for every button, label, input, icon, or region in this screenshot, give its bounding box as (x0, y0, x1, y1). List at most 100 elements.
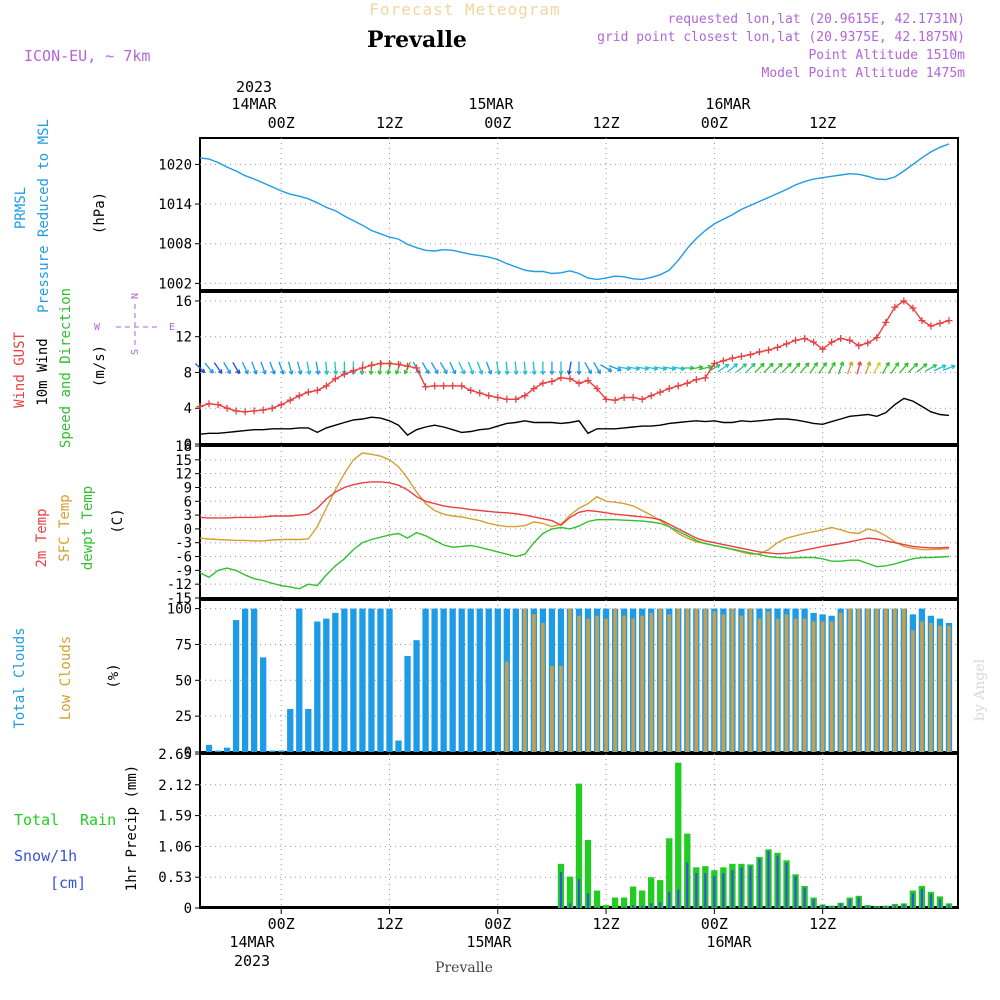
y-tick-label: -3 (175, 536, 192, 552)
y-tick-label: 12 (175, 467, 192, 483)
gust-markers (196, 297, 953, 416)
gust-marker (322, 382, 330, 390)
low-cloud-bar (505, 661, 509, 752)
low-cloud-bar (938, 625, 942, 752)
rain-bar (611, 897, 619, 908)
low-cloud-bar (802, 618, 807, 752)
wind-arrow (736, 363, 748, 373)
snow-bar (586, 893, 590, 908)
wind-arrow (717, 363, 730, 373)
gust-marker (268, 404, 276, 412)
wind-arrow (439, 362, 448, 375)
total-cloud-bar (431, 608, 438, 752)
total-cloud-bar (449, 608, 456, 752)
low-cloud-bar (739, 615, 744, 752)
gust-marker (918, 317, 926, 325)
gust-marker (449, 382, 457, 390)
wind-arrow (745, 362, 756, 374)
wind-arrow (204, 362, 214, 374)
low-cloud-bar (559, 665, 563, 752)
low-cloud-bar (775, 618, 780, 752)
low-cloud-bar (847, 608, 852, 752)
wind-arrow (232, 362, 240, 375)
wind-arrow (864, 361, 872, 375)
gust-marker (539, 379, 547, 387)
gust-marker (349, 367, 357, 375)
low-cloud-bar (784, 614, 789, 752)
low-cloud-bar (811, 621, 816, 752)
p4-label-total: Total Clouds (12, 627, 28, 728)
prmsl-line (199, 143, 950, 281)
snow-bar (785, 862, 788, 908)
bottom-time-tick: 00Z (484, 915, 511, 933)
gust-marker (467, 386, 475, 394)
gust-marker (440, 382, 448, 390)
y-tick-label: 1.59 (158, 809, 192, 825)
wind-arrow (763, 362, 774, 374)
p3-label-sfc: SFC Temp (57, 494, 73, 561)
gust-marker (719, 357, 727, 365)
gust-marker (755, 348, 763, 356)
low-cloud-bar (865, 608, 870, 752)
gust-marker (548, 377, 556, 385)
snow-bar (848, 899, 851, 908)
wind-arrow (296, 361, 303, 375)
p5-label-snow: Snow/1h (14, 847, 77, 865)
rain-bar (666, 838, 673, 908)
total-cloud-bar (323, 618, 330, 752)
rain-bar (657, 880, 664, 908)
gust-marker (900, 297, 908, 305)
gust-marker (386, 360, 393, 368)
gust-marker (765, 346, 772, 354)
gust-marker (340, 370, 348, 378)
location-title: Prevalle (367, 27, 467, 53)
y-tick-label: 18 (175, 439, 192, 455)
wind-arrow (916, 363, 928, 373)
gust-marker (494, 394, 502, 402)
gridpoint-coords: grid point closest lon,lat (20.9375E, 42… (597, 30, 965, 45)
wind-arrow (856, 361, 862, 375)
total-cloud-bar (377, 608, 384, 752)
wind-arrow (600, 364, 613, 372)
wind-arrow (549, 361, 555, 375)
dewpt-line (199, 519, 950, 590)
low-cloud-bar (595, 615, 599, 752)
low-cloud-bar (631, 618, 635, 752)
gust-marker (801, 334, 809, 342)
gust-marker (304, 388, 312, 396)
p1-label-unit: (hPa) (92, 192, 108, 234)
low-cloud-bar (622, 615, 626, 752)
snow-bar (893, 905, 896, 908)
wind-arrow (899, 362, 909, 374)
wind-arrow (194, 362, 206, 374)
wind-arrow (540, 361, 546, 375)
p2-label-speed: Speed and Direction (58, 288, 74, 448)
gust-marker (864, 339, 872, 347)
gust-marker (503, 395, 511, 403)
wind-arrow (306, 361, 312, 375)
total-cloud-bar (485, 608, 492, 752)
snow-bar (902, 904, 905, 908)
gust-marker (566, 375, 574, 383)
gust-marker (557, 374, 565, 382)
gust-marker (891, 303, 899, 311)
snow-bar (884, 906, 887, 908)
snow-bar (857, 897, 860, 908)
snow-bar (641, 905, 644, 908)
y-tick-label: 2.65 (158, 747, 192, 763)
y-tick-label: 0 (184, 745, 192, 761)
total-cloud-bar (250, 608, 258, 752)
y-tick-label: 0.53 (158, 870, 192, 886)
low-cloud-bar (911, 630, 915, 752)
gust-marker (205, 400, 213, 408)
gust-marker (620, 394, 628, 402)
bottom-time-tick: 12Z (809, 915, 836, 933)
rain-bar (620, 897, 628, 908)
rain-bar (566, 876, 574, 908)
wind-arrow (576, 361, 582, 375)
gust-marker (692, 376, 700, 384)
p5-label-rain: Rain (80, 811, 116, 829)
top-time-tick: 12Z (376, 114, 403, 132)
point-altitude: Point Altitude 1510m (808, 48, 965, 63)
